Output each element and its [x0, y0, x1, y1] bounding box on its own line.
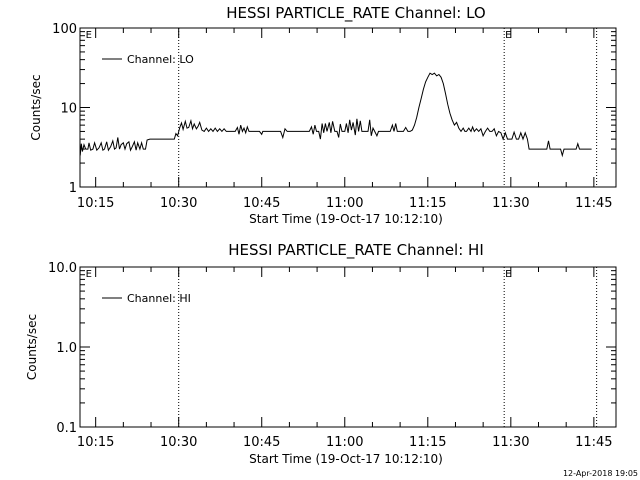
plot-frame: [79, 27, 617, 188]
y-axis-label: Counts/sec: [25, 314, 39, 380]
event-label: E: [86, 30, 92, 41]
x-tick-label: 10:30: [160, 196, 197, 211]
event-label: E: [505, 269, 511, 280]
x-axis-label: Start Time (19-Oct-17 10:12:10): [249, 452, 443, 466]
plot-frame: [79, 266, 617, 428]
legend-entry: Channel: LO: [127, 53, 194, 66]
y-tick-label: 0.1: [56, 421, 77, 436]
x-tick-label: 11:45: [575, 196, 612, 211]
x-tick-label: 11:30: [492, 435, 529, 450]
x-tick-label: 11:00: [326, 435, 363, 450]
x-tick-label: 11:30: [492, 196, 529, 211]
x-tick-label: 10:45: [243, 435, 280, 450]
y-tick-label: 100: [52, 22, 77, 37]
chart-title: HESSI PARTICLE_RATE Channel: HI: [228, 241, 484, 260]
x-axis-label: Start Time (19-Oct-17 10:12:10): [249, 212, 443, 226]
x-tick-label: 11:15: [409, 435, 446, 450]
y-axis-label: Counts/sec: [29, 74, 43, 140]
series-line: [79, 72, 592, 158]
y-tick-label: 10: [60, 102, 77, 117]
x-tick-label: 11:45: [575, 435, 612, 450]
y-tick-label: 1.0: [56, 341, 77, 356]
chart-panel-hi: HESSI PARTICLE_RATE Channel: HI Counts/se…: [25, 241, 617, 466]
x-tick-label: 10:30: [160, 435, 197, 450]
x-tick-label: 11:00: [326, 196, 363, 211]
footer-timestamp: 12-Apr-2018 19:05: [563, 469, 638, 478]
y-tick-label: 1: [69, 181, 77, 196]
x-tick-label: 10:15: [77, 435, 114, 450]
x-tick-label: 11:15: [409, 196, 446, 211]
chart-title: HESSI PARTICLE_RATE Channel: LO: [226, 4, 485, 23]
chart-panel-lo: HESSI PARTICLE_RATE Channel: LO Counts/se…: [29, 4, 617, 226]
legend-entry: Channel: HI: [127, 292, 191, 305]
y-tick-label: 10.0: [48, 261, 77, 276]
x-tick-label: 10:45: [243, 196, 280, 211]
event-label: E: [86, 269, 92, 280]
x-tick-label: 10:15: [77, 196, 114, 211]
event-label: E: [505, 30, 511, 41]
